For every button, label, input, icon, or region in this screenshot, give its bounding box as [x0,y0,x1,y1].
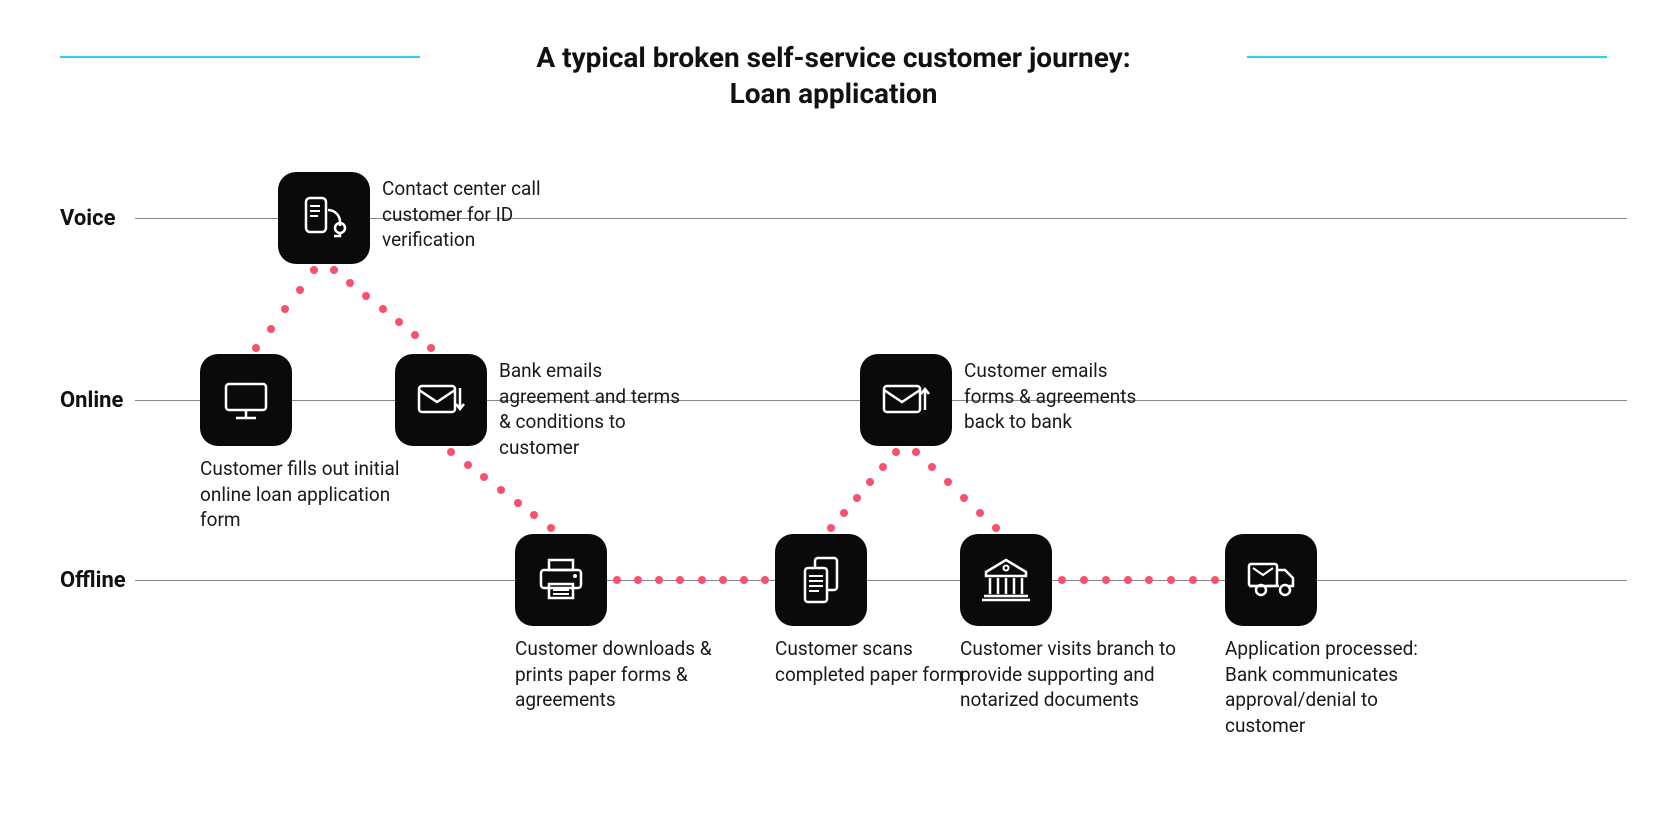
headset-icon [278,172,370,264]
step-label: Customer downloads & prints paper forms … [515,636,735,713]
lane-label-online: Online [60,388,123,413]
step-label: Customer emails forms & agreements back … [964,358,1154,435]
journey-step-n8: Application processed: Bank communicates… [1225,534,1445,739]
scan-icon [775,534,867,626]
step-label: Application processed: Bank communicates… [1225,636,1445,739]
step-label: Contact center call customer for ID veri… [382,176,572,253]
journey-step-n1: Customer fills out initial online loan a… [200,354,420,533]
title-line-1: A typical broken self-service customer j… [0,40,1667,76]
mail-down-icon [395,354,487,446]
journey-step-n6: Customer emails forms & agreements back … [860,354,1080,446]
journey-step-n4: Customer downloads & prints paper forms … [515,534,735,713]
mail-up-icon [860,354,952,446]
journey-step-n3: Bank emails agreement and terms & condit… [395,354,615,446]
truck-icon [1225,534,1317,626]
step-label: Customer fills out initial online loan a… [200,456,420,533]
bank-icon [960,534,1052,626]
lane-label-offline: Offline [60,568,126,593]
step-label: Bank emails agreement and terms & condit… [499,358,689,461]
title-line-2: Loan application [0,76,1667,112]
journey-step-n7: Customer visits branch to provide suppor… [960,534,1180,713]
diagram-title: A typical broken self-service customer j… [0,40,1667,113]
monitor-icon [200,354,292,446]
lane-label-voice: Voice [60,206,115,231]
step-label: Customer visits branch to provide suppor… [960,636,1180,713]
printer-icon [515,534,607,626]
journey-step-n2: Contact center call customer for ID veri… [278,172,498,264]
